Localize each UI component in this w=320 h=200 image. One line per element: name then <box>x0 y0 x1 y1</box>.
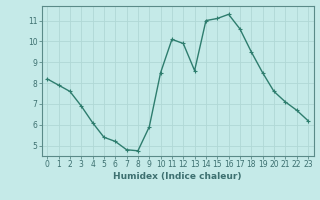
X-axis label: Humidex (Indice chaleur): Humidex (Indice chaleur) <box>113 172 242 181</box>
